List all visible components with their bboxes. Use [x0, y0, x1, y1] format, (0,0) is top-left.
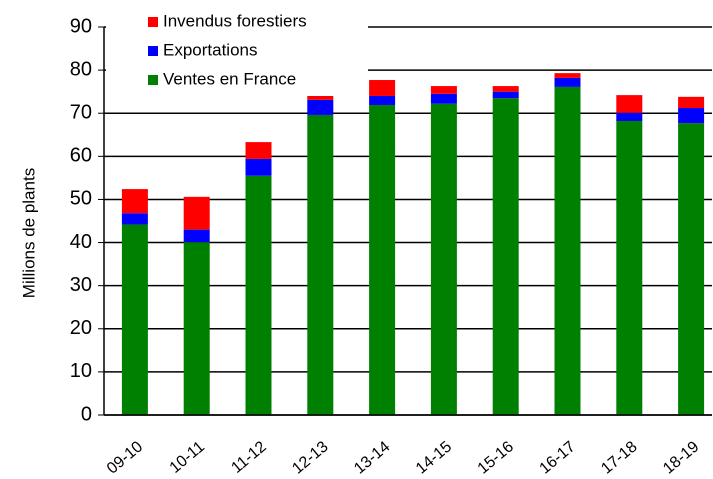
bar-segment — [430, 86, 457, 94]
x-tick-label: 18-19 — [660, 438, 702, 477]
y-tick-label: 10 — [70, 360, 92, 382]
bar-segment — [492, 86, 519, 92]
legend-swatch — [148, 46, 158, 56]
y-tick-label: 0 — [81, 403, 92, 425]
bar-segment — [369, 105, 396, 415]
legend-swatch — [148, 75, 158, 85]
bar-segment — [492, 91, 519, 99]
y-tick-label: 40 — [70, 231, 92, 253]
x-tick-label: 13-14 — [351, 438, 393, 477]
bar-segment — [616, 112, 643, 121]
x-tick-label: 15-16 — [475, 438, 517, 477]
bar-segment — [554, 73, 581, 78]
legend-label: Exportations — [163, 40, 258, 59]
bar-segment — [183, 242, 210, 415]
bar-segment — [616, 120, 643, 415]
bar-segment — [245, 175, 272, 415]
y-tick-label: 30 — [70, 274, 92, 296]
bar-segment — [121, 224, 148, 415]
bar-segment — [121, 213, 148, 225]
legend-label: Ventes en France — [163, 69, 296, 88]
bar-segment — [245, 142, 272, 159]
bar-segment — [554, 86, 581, 416]
bar-segment — [678, 96, 705, 109]
x-tick-label: 10-11 — [167, 438, 208, 477]
x-tick-label: 17-18 — [598, 438, 640, 477]
bar-segment — [245, 158, 272, 176]
bar-segment — [616, 95, 643, 113]
bar-segment — [430, 93, 457, 104]
x-tick-label: 14-15 — [413, 438, 455, 477]
bar-segment — [554, 77, 581, 87]
y-tick-label: 60 — [70, 145, 92, 167]
bar-segment — [678, 108, 705, 124]
bar-segment — [307, 99, 334, 115]
bar-segment — [183, 229, 210, 243]
x-tick-label: 09-10 — [104, 438, 146, 477]
bar-segment — [678, 123, 705, 415]
y-axis-label: Millions de plants — [19, 168, 38, 298]
bar-segment — [183, 196, 210, 230]
y-tick-label: 90 — [70, 15, 92, 37]
legend-swatch — [148, 17, 158, 27]
x-tick-label: 16-17 — [537, 438, 579, 477]
bar-segment — [369, 95, 396, 106]
y-tick-label: 80 — [70, 58, 92, 80]
bar-segment — [307, 114, 334, 416]
x-tick-label: 12-13 — [289, 438, 331, 477]
legend-label: Invendus forestiers — [163, 11, 307, 30]
y-tick-label: 70 — [70, 102, 92, 124]
bar-segment — [121, 189, 148, 214]
y-tick-label: 20 — [70, 317, 92, 339]
x-tick-label: 11-12 — [228, 438, 269, 477]
bar-segment — [369, 80, 396, 96]
bar-segment — [492, 98, 519, 415]
bar-segment — [307, 95, 334, 100]
bar-segment — [430, 103, 457, 415]
y-tick-label: 50 — [70, 188, 92, 210]
